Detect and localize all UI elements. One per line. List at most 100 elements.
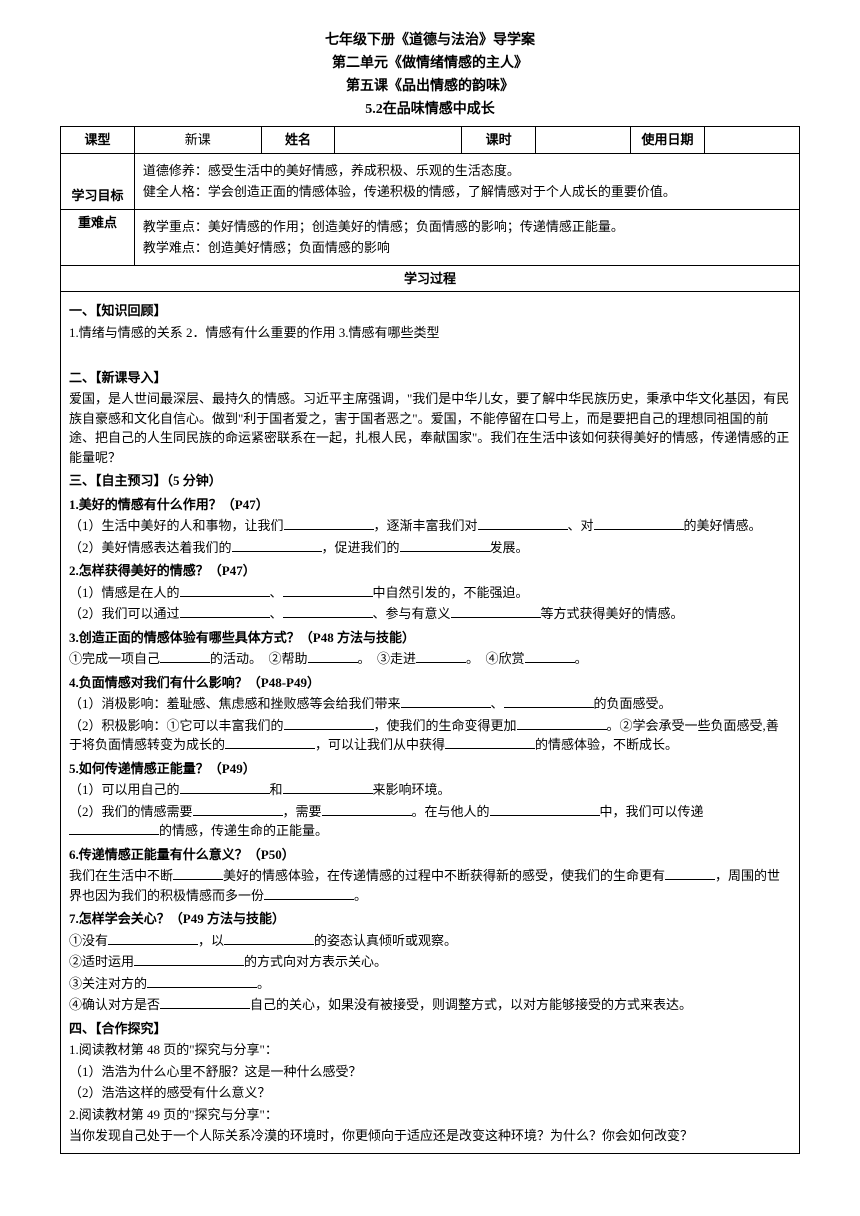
sec4-q1-1: （1）浩浩为什么心里不舒服？这是一种什么感受？ <box>69 1062 791 1082</box>
blank[interactable] <box>232 538 322 552</box>
q2-1b: 、 <box>270 585 283 600</box>
q7-1a: ①没有 <box>69 933 108 948</box>
q4-title: 4.负面情感对我们有什么影响？（P48-P49） <box>69 673 791 693</box>
q4-2e: 的情感体验，不断成长。 <box>535 737 678 752</box>
q2-line2: （2）我们可以通过、、参与有意义等方式获得美好的情感。 <box>69 604 791 624</box>
q1-1c: 、对 <box>568 518 594 533</box>
date-label: 使用日期 <box>631 127 705 154</box>
q4-line1: （1）消极影响：羞耻感、焦虑感和挫败感等会给我们带来、的负面感受。 <box>69 694 791 714</box>
blank[interactable] <box>283 780 373 794</box>
q5-2b: ，需要 <box>283 804 322 819</box>
blank[interactable] <box>322 802 412 816</box>
blank[interactable] <box>665 866 715 880</box>
q5-line1: （1）可以用自己的和来影响环境。 <box>69 780 791 800</box>
q3-1d: 。 ④欣赏 <box>466 651 525 666</box>
blank[interactable] <box>264 886 354 900</box>
class-type-label: 课型 <box>61 127 135 154</box>
goals-row: 学习目标 道德修养：感受生活中的美好情感，养成积极、乐观的生活态度。 健全人格：… <box>61 153 800 209</box>
sec1-title: 一、【知识回顾】 <box>69 301 791 321</box>
sec4-q1-2: （2）浩浩这样的感受有什么意义？ <box>69 1083 791 1103</box>
content-row: 一、【知识回顾】 1.情绪与情感的关系 2．情感有什么重要的作用 3.情感有哪些… <box>61 292 800 1154</box>
doc-title-4: 5.2在品味情感中成长 <box>60 99 800 120</box>
blank[interactable] <box>517 716 607 730</box>
blank[interactable] <box>401 694 491 708</box>
q5-title: 5.如何传递情感正能量？（P49） <box>69 759 791 779</box>
blank[interactable] <box>594 516 684 530</box>
blank[interactable] <box>180 780 270 794</box>
blank[interactable] <box>478 516 568 530</box>
q2-1a: （1）情感是在人的 <box>69 585 180 600</box>
goals-line2: 健全人格：学会创造正面的情感体验，传递积极的情感，了解情感对于个人成长的重要价值… <box>143 182 791 202</box>
q6-line1: 我们在生活中不断美好的情感体验，在传递情感的过程中不断获得新的感受，使我们的生命… <box>69 866 791 905</box>
blank[interactable] <box>283 604 373 618</box>
sec4-q2-1: 当你发现自己处于一个人际关系冷漠的环境时，你更倾向于适应还是改变这种环境？为什么… <box>69 1126 791 1146</box>
q4-1a: （1）消极影响：羞耻感、焦虑感和挫败感等会给我们带来 <box>69 696 401 711</box>
main-content: 一、【知识回顾】 1.情绪与情感的关系 2．情感有什么重要的作用 3.情感有哪些… <box>61 292 800 1154</box>
q7-line1: ①没有，以的姿态认真倾听或观察。 <box>69 931 791 951</box>
keypoints-line1: 教学重点：美好情感的作用；创造美好的情感；负面情感的影响；传递情感正能量。 <box>143 217 791 237</box>
blank[interactable] <box>284 716 374 730</box>
doc-title-3: 第五课《品出情感的韵味》 <box>60 76 800 97</box>
name-label: 姓名 <box>261 127 335 154</box>
blank[interactable] <box>180 604 270 618</box>
blank[interactable] <box>225 735 315 749</box>
q2-2b: 、 <box>270 606 283 621</box>
blank[interactable] <box>160 649 210 663</box>
q2-line1: （1）情感是在人的 、 中自然引发的，不能强迫。 <box>69 583 791 603</box>
q2-1c: 中自然引发的，不能强迫。 <box>373 585 529 600</box>
keypoints-label: 重难点 <box>61 209 135 265</box>
blank[interactable] <box>224 931 314 945</box>
q5-2c: 。在与他人的 <box>412 804 490 819</box>
doc-title-1: 七年级下册《道德与法治》导学案 <box>60 30 800 51</box>
blank[interactable] <box>490 802 600 816</box>
q5-2a: （2）我们的情感需要 <box>69 804 193 819</box>
q1-line1: （1）生活中美好的人和事物，让我们，逐渐丰富我们对、对的美好情感。 <box>69 516 791 536</box>
q1-1b: ，逐渐丰富我们对 <box>374 518 478 533</box>
q7-title: 7.怎样学会关心？（P49 方法与技能） <box>69 909 791 929</box>
q3-line1: ①完成一项自己的活动。 ②帮助。 ③走进。 ④欣赏。 <box>69 649 791 669</box>
blank[interactable] <box>69 821 159 835</box>
blank[interactable] <box>193 802 283 816</box>
period-value[interactable] <box>536 127 631 154</box>
sec4-q1: 1.阅读教材第 48 页的"探究与分享"： <box>69 1040 791 1060</box>
blank[interactable] <box>134 952 244 966</box>
worksheet-table: 课型 新课 姓名 课时 使用日期 学习目标 道德修养：感受生活中的美好情感，养成… <box>60 126 800 1154</box>
q7-3a: ③关注对方的 <box>69 976 147 991</box>
q7-line4: ④确认对方是否自己的关心，如果没有被接受，则调整方式，以对方能够接受的方式来表达… <box>69 995 791 1015</box>
info-row: 课型 新课 姓名 课时 使用日期 <box>61 127 800 154</box>
blank[interactable] <box>173 866 223 880</box>
blank[interactable] <box>147 974 257 988</box>
blank[interactable] <box>525 649 575 663</box>
date-value[interactable] <box>704 127 799 154</box>
blank[interactable] <box>308 649 358 663</box>
period-label: 课时 <box>462 127 536 154</box>
blank[interactable] <box>400 538 490 552</box>
blank[interactable] <box>283 583 373 597</box>
q4-2d: ，可以让我们从中获得 <box>315 737 445 752</box>
q3-1c: 。 ③走进 <box>358 651 417 666</box>
q7-4a: ④确认对方是否 <box>69 997 160 1012</box>
doc-title-2: 第二单元《做情绪情感的主人》 <box>60 53 800 74</box>
name-value[interactable] <box>335 127 462 154</box>
blank[interactable] <box>108 931 198 945</box>
class-type-value: 新课 <box>134 127 261 154</box>
q4-2a: （2）积极影响：①它可以丰富我们的 <box>69 718 284 733</box>
blank[interactable] <box>160 995 250 1009</box>
blank[interactable] <box>504 694 594 708</box>
q1-1d: 的美好情感。 <box>684 518 762 533</box>
q5-1a: （1）可以用自己的 <box>69 782 180 797</box>
q7-2a: ②适时运用 <box>69 954 134 969</box>
goals-line1: 道德修养：感受生活中的美好情感，养成积极、乐观的生活态度。 <box>143 161 791 181</box>
q5-2d: 中，我们可以传递 <box>600 804 704 819</box>
blank[interactable] <box>180 583 270 597</box>
process-header: 学习过程 <box>61 265 800 292</box>
keypoints-content: 教学重点：美好情感的作用；创造美好的情感；负面情感的影响；传递情感正能量。 教学… <box>134 209 799 265</box>
q7-line2: ②适时运用的方式向对方表示关心。 <box>69 952 791 972</box>
blank[interactable] <box>284 516 374 530</box>
sec4-title: 四、【合作探究】 <box>69 1019 791 1039</box>
blank[interactable] <box>445 735 535 749</box>
blank[interactable] <box>416 649 466 663</box>
blank[interactable] <box>451 604 541 618</box>
q5-1c: 来影响环境。 <box>373 782 451 797</box>
q4-1b: 、 <box>491 696 504 711</box>
